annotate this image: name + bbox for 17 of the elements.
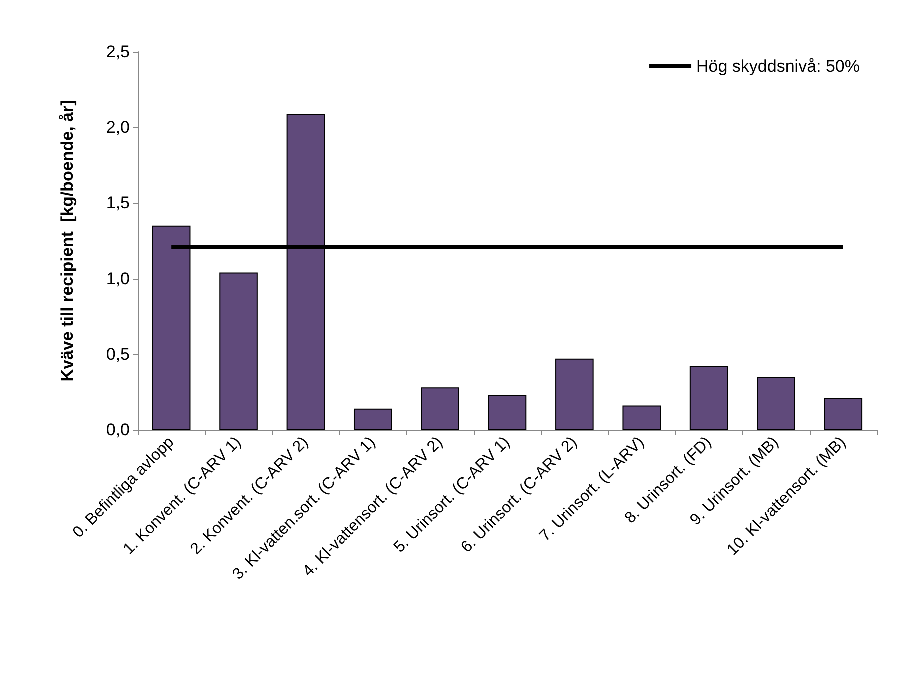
y-tick-label: 0,5	[106, 344, 130, 364]
y-tick-label: 2,5	[106, 42, 130, 62]
y-tick-label: 0,0	[106, 420, 130, 440]
bar	[690, 366, 728, 430]
bar	[220, 272, 258, 430]
y-tick-label: 1,5	[106, 194, 130, 213]
bar	[354, 408, 392, 430]
bar	[824, 398, 863, 430]
bar	[488, 395, 527, 430]
y-tick-label: 2,0	[106, 118, 130, 138]
bar	[556, 358, 594, 430]
bar	[421, 388, 460, 430]
bar	[622, 406, 662, 430]
y-axis-title: Kväve till recipient [kg/boende, år]	[58, 100, 77, 382]
y-tick-label: 1,0	[106, 269, 130, 288]
legend-label: Hög skyddsnivå: 50%	[696, 57, 860, 76]
bar	[757, 377, 796, 430]
